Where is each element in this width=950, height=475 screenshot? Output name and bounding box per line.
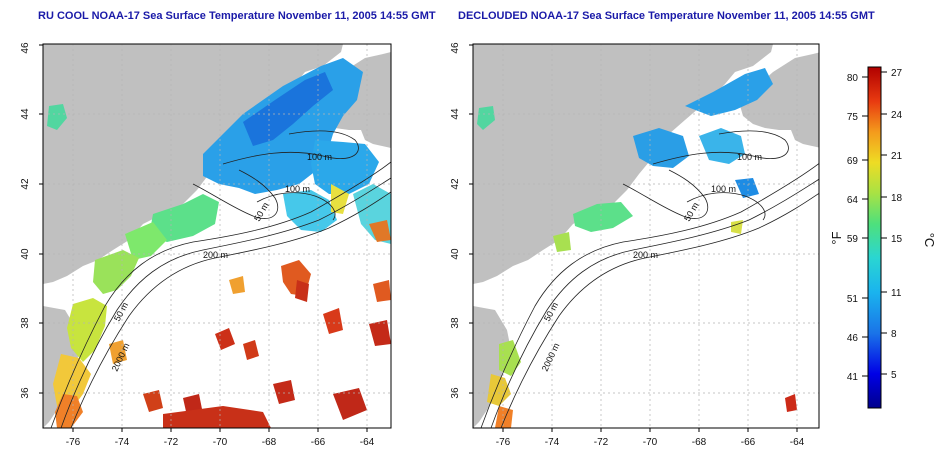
y-tick-right-4: 44 [450,108,461,120]
f-tick-6: 46 [847,333,859,344]
f-tick-1: 75 [847,112,859,123]
contour-label-right-3: 200 m [633,250,658,260]
y-tick-left-0: 36 [20,387,31,399]
f-tick-3: 64 [847,195,859,206]
colorbar-label-f: °F [829,231,844,244]
sst-data-left [47,58,391,428]
y-tick-left-5: 46 [20,42,31,54]
y-tick-left-3: 42 [20,178,31,190]
c-tick-6: 8 [891,329,897,340]
f-tick-4: 59 [847,234,859,245]
x-tick-labels-left: -76 -74 -72 -70 -68 -66 -64 [66,437,375,448]
x-tick-right-3: -70 [643,437,658,448]
map-frame-right [472,43,820,429]
temperature-colorbar: 80 75 69 64 59 51 46 41 27 24 21 18 15 1… [829,66,937,409]
y-tick-right-0: 36 [450,387,461,399]
panel-title-left: RU COOL NOAA-17 Sea Surface Temperature … [38,10,436,22]
x-tick-right-4: -68 [692,437,707,448]
colorbar-label-c: °C [922,233,937,248]
bathymetry-contours-left [50,130,391,428]
colorbar-ticks [862,71,887,377]
c-tick-7: 5 [891,370,897,381]
x-tick-left-4: -68 [262,437,277,448]
contour-label-left-1: 100 m [285,184,310,194]
y-tick-right-5: 46 [450,42,461,54]
x-tick-right-0: -76 [496,437,511,448]
colorbar-f-labels: 80 75 69 64 59 51 46 41 [847,73,859,383]
x-tick-right-5: -66 [741,437,756,448]
c-tick-1: 24 [891,110,903,121]
contour-label-right-1: 100 m [711,184,736,194]
x-tick-labels-right: -76 -74 -72 -70 -68 -66 -64 [496,437,805,448]
map-frame-left [42,43,392,429]
c-tick-3: 18 [891,193,903,204]
c-tick-0: 27 [891,68,903,79]
x-tick-right-2: -72 [594,437,609,448]
y-tick-right-3: 42 [450,178,461,190]
f-tick-5: 51 [847,294,859,305]
y-tick-right-2: 40 [450,248,461,260]
x-tick-left-2: -72 [164,437,179,448]
x-tick-right-6: -64 [790,437,805,448]
x-tick-left-1: -74 [115,437,130,448]
y-tick-labels-left: 36 38 40 42 44 46 [20,42,31,399]
contour-label-right-0: 100 m [737,152,762,162]
f-tick-2: 69 [847,156,859,167]
x-tick-right-1: -74 [545,437,560,448]
panel-title-right: DECLOUDED NOAA-17 Sea Surface Temperatur… [458,10,875,22]
y-tick-left-1: 38 [20,317,31,329]
y-tick-left-2: 40 [20,248,31,260]
y-tick-labels-right: 36 38 40 42 44 46 [450,42,461,399]
colorbar-gradient [867,66,882,409]
contour-label-left-0: 100 m [307,152,332,162]
y-tick-left-4: 44 [20,108,31,120]
x-tick-left-5: -66 [311,437,326,448]
f-tick-7: 41 [847,372,859,383]
map-panel-right: 100 m 100 m 50 m 200 m 50 m 2000 m [450,42,820,448]
colorbar-c-labels: 27 24 21 18 15 11 8 5 [891,68,903,381]
graticule-left [43,44,391,428]
contour-label-left-3: 200 m [203,250,228,260]
f-tick-0: 80 [847,73,859,84]
c-tick-2: 21 [891,151,903,162]
axis-ticks-left [39,44,368,432]
graticule-right [473,44,819,428]
axis-ticks-right [469,44,798,432]
x-tick-left-3: -70 [213,437,228,448]
map-panel-left: 100 m 100 m 50 m 200 m 50 m 2000 m [20,42,392,448]
x-tick-left-6: -64 [360,437,375,448]
c-tick-4: 15 [891,234,903,245]
y-tick-right-1: 38 [450,317,461,329]
c-tick-5: 11 [891,288,902,299]
sst-data-right [477,68,797,428]
bathymetry-contours-right [480,130,819,428]
x-tick-left-0: -76 [66,437,81,448]
